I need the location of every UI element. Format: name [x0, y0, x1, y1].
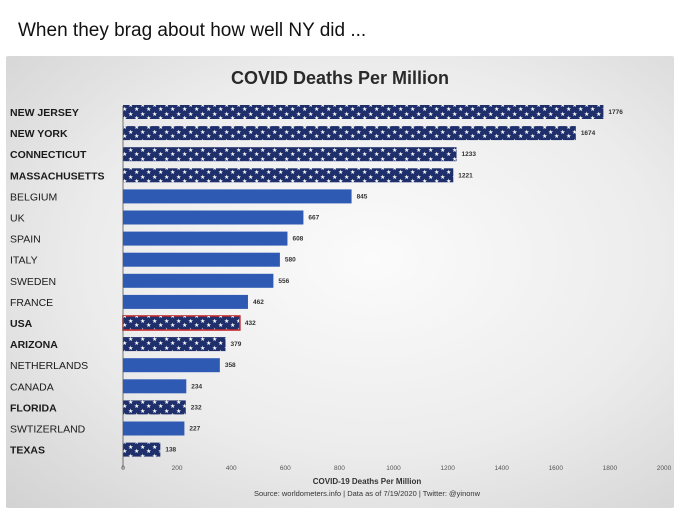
x-tick-600: 600	[280, 465, 291, 472]
category-label-sweden: SWEDEN	[10, 276, 56, 288]
bar-swtizerland	[123, 421, 185, 436]
value-label-massachusetts: 1221	[458, 172, 473, 179]
category-label-florida: FLORIDA	[10, 402, 57, 414]
category-label-belgium: BELGIUM	[10, 191, 57, 203]
x-tick-1600: 1600	[549, 465, 564, 472]
bar-stars-connecticut	[123, 147, 457, 162]
value-label-new-jersey: 1776	[608, 109, 623, 116]
category-label-canada: CANADA	[10, 381, 54, 393]
category-label-spain: SPAIN	[10, 234, 41, 246]
value-label-france: 462	[253, 299, 264, 306]
value-label-belgium: 845	[357, 193, 368, 200]
value-label-usa: 432	[245, 320, 256, 327]
category-label-new-york: NEW YORK	[10, 128, 68, 140]
value-label-connecticut: 1233	[462, 151, 477, 158]
bar-sweden	[123, 273, 274, 288]
value-label-arizona: 379	[231, 341, 242, 348]
category-label-swtizerland: SWTIZERLAND	[10, 424, 86, 436]
bar-uk	[123, 210, 304, 225]
x-tick-1400: 1400	[494, 465, 509, 472]
bar-france	[123, 294, 248, 309]
value-label-canada: 234	[191, 383, 202, 390]
bar-stars-new-jersey	[123, 105, 604, 119]
source-note: Source: worldometers.info | Data as of 7…	[254, 489, 481, 498]
x-tick-400: 400	[226, 465, 237, 472]
value-label-sweden: 556	[278, 278, 289, 285]
x-tick-800: 800	[334, 465, 345, 472]
value-label-new-york: 1674	[581, 130, 596, 137]
x-tick-1000: 1000	[386, 465, 401, 472]
category-label-arizona: ARIZONA	[10, 339, 58, 351]
category-label-connecticut: CONNECTICUT	[10, 149, 87, 161]
bar-stars-usa	[123, 316, 240, 330]
value-label-italy: 580	[285, 257, 296, 264]
bar-belgium	[123, 189, 352, 204]
value-label-florida: 232	[191, 404, 202, 411]
x-tick-200: 200	[172, 465, 183, 472]
bar-stars-massachusetts	[123, 168, 454, 183]
x-axis-label: COVID-19 Deaths Per Million	[313, 477, 422, 486]
category-label-netherlands: NETHERLANDS	[10, 360, 88, 372]
category-label-texas: TEXAS	[10, 445, 45, 457]
value-label-spain: 608	[292, 236, 303, 243]
category-label-uk: UK	[10, 213, 25, 225]
bar-stars-arizona	[123, 337, 226, 352]
bar-spain	[123, 231, 288, 246]
value-label-swtizerland: 227	[189, 426, 200, 433]
category-label-france: FRANCE	[10, 297, 53, 309]
bar-netherlands	[123, 358, 220, 373]
value-label-netherlands: 358	[225, 362, 236, 369]
x-tick-1800: 1800	[603, 465, 618, 472]
bar-chart: ★ ★ COVID Deaths Per Million NEW JERSEY1…	[10, 68, 672, 498]
value-label-uk: 667	[308, 215, 319, 222]
chart-panel: ★ ★ COVID Deaths Per Million NEW JERSEY1…	[6, 56, 674, 508]
category-label-massachusetts: MASSACHUSETTS	[10, 170, 105, 182]
bar-stars-florida	[123, 400, 186, 415]
category-label-italy: ITALY	[10, 255, 38, 267]
bar-canada	[123, 379, 187, 394]
chart-title: COVID Deaths Per Million	[231, 68, 449, 88]
x-tick-0: 0	[121, 465, 125, 472]
x-tick-2000: 2000	[657, 465, 672, 472]
x-tick-1200: 1200	[440, 465, 455, 472]
bar-stars-new-york	[123, 126, 576, 141]
bar-italy	[123, 252, 280, 267]
post-caption: When they brag about how well NY did ...	[18, 20, 367, 41]
bar-stars-texas	[123, 442, 161, 457]
value-label-texas: 138	[165, 447, 176, 454]
category-label-usa: USA	[10, 318, 33, 330]
category-label-new-jersey: NEW JERSEY	[10, 107, 79, 119]
